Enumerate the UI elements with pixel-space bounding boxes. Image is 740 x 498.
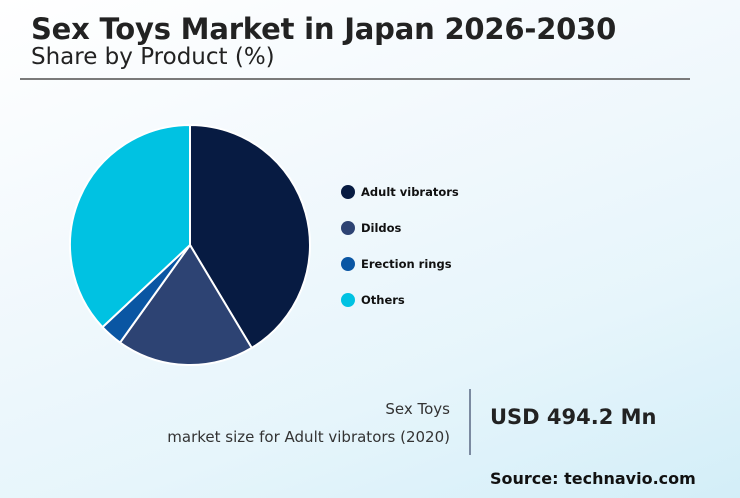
legend-item-erection-rings: Erection rings: [341, 246, 459, 282]
stat-value: USD 494.2 Mn: [490, 405, 657, 429]
legend-label: Erection rings: [361, 257, 452, 271]
chart-title: Sex Toys Market in Japan 2026-2030: [31, 12, 617, 46]
pie-slice-others: [69, 123, 191, 329]
source-credit: Source: technavio.com: [490, 469, 696, 488]
stat-label-line1: Sex Toys: [385, 400, 450, 418]
stat-divider: [469, 389, 471, 455]
pie-slice-adult-vibrators: [189, 123, 311, 350]
legend-dot-icon: [341, 185, 355, 199]
legend-dot-icon: [341, 221, 355, 235]
pie-slice-dildos: [118, 243, 254, 366]
legend-item-adult-vibrators: Adult vibrators: [341, 174, 459, 210]
legend-label: Adult vibrators: [361, 185, 459, 199]
title-divider: [20, 78, 690, 80]
legend-label: Dildos: [361, 221, 402, 235]
legend-label: Others: [361, 293, 405, 307]
legend-item-dildos: Dildos: [341, 210, 459, 246]
legend-dot-icon: [341, 293, 355, 307]
pie-chart: [69, 123, 311, 366]
chart-subtitle: Share by Product (%): [31, 44, 275, 70]
legend: Adult vibrators Dildos Erection rings Ot…: [341, 174, 459, 318]
legend-item-others: Others: [341, 282, 459, 318]
stat-label-line2: market size for Adult vibrators (2020): [167, 428, 450, 446]
legend-dot-icon: [341, 257, 355, 271]
